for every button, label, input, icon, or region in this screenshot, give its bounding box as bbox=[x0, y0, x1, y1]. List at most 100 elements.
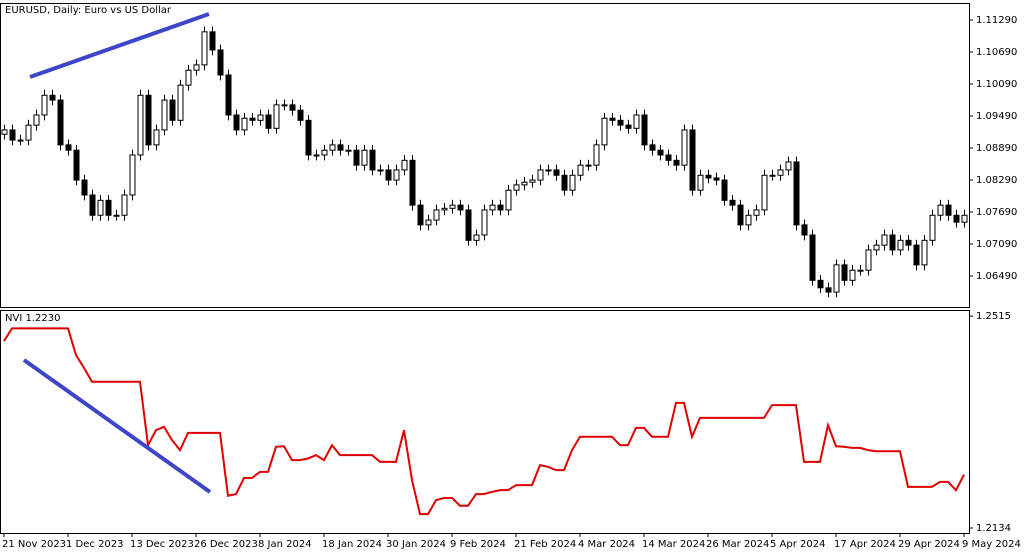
candle-body bbox=[905, 239, 912, 246]
candle-body bbox=[545, 169, 552, 172]
candle-body bbox=[177, 84, 184, 121]
marks bbox=[1, 26, 968, 516]
candle-body bbox=[713, 177, 720, 181]
candle-body bbox=[161, 99, 168, 131]
candle-body bbox=[81, 179, 88, 196]
candle-body bbox=[441, 207, 448, 211]
candle-body bbox=[705, 174, 712, 179]
trend-line bbox=[29, 12, 210, 79]
candle-body bbox=[121, 194, 128, 216]
candle-body bbox=[289, 104, 296, 111]
candle-body bbox=[617, 119, 624, 126]
candle-body bbox=[737, 204, 744, 226]
candle-body bbox=[153, 129, 160, 146]
candle-body bbox=[505, 189, 512, 211]
candle-body bbox=[865, 249, 872, 271]
x-tick-label: 14 Mar 2024 bbox=[642, 539, 705, 550]
candle-body bbox=[377, 169, 384, 172]
candle-body bbox=[457, 204, 464, 211]
x-tick-label: 9 Feb 2024 bbox=[450, 539, 506, 550]
candle-body bbox=[217, 49, 224, 76]
candle-body bbox=[681, 129, 688, 166]
candle-body bbox=[409, 159, 416, 206]
candle-body bbox=[537, 169, 544, 181]
trend-line bbox=[22, 358, 212, 494]
candle-body bbox=[721, 179, 728, 201]
candle-body bbox=[385, 169, 392, 181]
candle-body bbox=[73, 149, 80, 181]
candle-body bbox=[465, 209, 472, 241]
candle-body bbox=[561, 174, 568, 191]
candle-body bbox=[873, 244, 880, 251]
y-tick-label: 1.2515 bbox=[976, 311, 1011, 322]
candle-body bbox=[449, 204, 456, 209]
candle-body bbox=[129, 154, 136, 196]
candle-body bbox=[633, 114, 640, 129]
candle-body bbox=[641, 114, 648, 146]
candle-body bbox=[753, 209, 760, 216]
candle-body bbox=[793, 161, 800, 226]
candle-body bbox=[593, 144, 600, 166]
candle-body bbox=[113, 214, 120, 217]
candle-body bbox=[585, 164, 592, 167]
candle-body bbox=[425, 219, 432, 226]
candle-body bbox=[825, 287, 832, 293]
x-tick-label: 21 Feb 2024 bbox=[514, 539, 576, 550]
candle-body bbox=[857, 269, 864, 272]
candle-body bbox=[201, 31, 208, 66]
candle-body bbox=[1, 129, 8, 135]
x-tick-label: 4 Mar 2024 bbox=[578, 539, 635, 550]
candle-body bbox=[833, 264, 840, 293]
candle-body bbox=[401, 159, 408, 171]
candle-body bbox=[673, 159, 680, 166]
candle-body bbox=[185, 69, 192, 86]
candle-body bbox=[553, 169, 560, 176]
candle-body bbox=[665, 154, 672, 161]
candle-body bbox=[953, 214, 960, 223]
candle-body bbox=[33, 114, 40, 126]
candle-body bbox=[337, 144, 344, 151]
candle-body bbox=[473, 234, 480, 241]
y-tick-label: 1.10090 bbox=[976, 79, 1017, 90]
x-tick-label: 18 Jan 2024 bbox=[322, 539, 382, 550]
candle-body bbox=[569, 174, 576, 191]
candle-body bbox=[417, 204, 424, 226]
candle-body bbox=[801, 224, 808, 236]
candle-body bbox=[41, 94, 48, 116]
candle-body bbox=[497, 204, 504, 211]
candle-body bbox=[577, 164, 584, 176]
x-tick-label: 1 Dec 2023 bbox=[66, 539, 124, 550]
chart-title: EURUSD, Daily: Euro vs US Dollar bbox=[5, 5, 172, 16]
candle-body bbox=[305, 119, 312, 156]
candle-body bbox=[193, 64, 200, 71]
candle-body bbox=[49, 94, 56, 101]
candle-body bbox=[9, 129, 16, 141]
candle-body bbox=[353, 149, 360, 166]
x-tick-label: 26 Mar 2024 bbox=[706, 539, 769, 550]
indicator-title: NVI 1.2230 bbox=[5, 313, 60, 324]
y-tick-label: 1.08890 bbox=[976, 143, 1017, 154]
candle-body bbox=[889, 234, 896, 251]
candle-body bbox=[881, 234, 888, 246]
candle-body bbox=[233, 114, 240, 131]
x-tick-label: 30 Jan 2024 bbox=[386, 539, 446, 550]
candle-body bbox=[689, 129, 696, 191]
x-tick-label: 9 May 2024 bbox=[962, 539, 1021, 550]
candle-body bbox=[729, 199, 736, 206]
candle-body bbox=[777, 169, 784, 176]
y-tick-label: 1.07090 bbox=[976, 239, 1017, 250]
candle-body bbox=[481, 209, 488, 236]
candle-body bbox=[929, 214, 936, 241]
candle-body bbox=[897, 239, 904, 251]
candle-body bbox=[313, 154, 320, 157]
candle-body bbox=[145, 94, 152, 146]
y-tick-label: 1.10690 bbox=[976, 47, 1017, 58]
x-tick-label: 8 Jan 2024 bbox=[258, 539, 312, 550]
candle-body bbox=[849, 269, 856, 281]
candle-body bbox=[649, 144, 656, 151]
candle-body bbox=[321, 149, 328, 156]
candle-body bbox=[609, 117, 616, 121]
candle-body bbox=[369, 149, 376, 171]
